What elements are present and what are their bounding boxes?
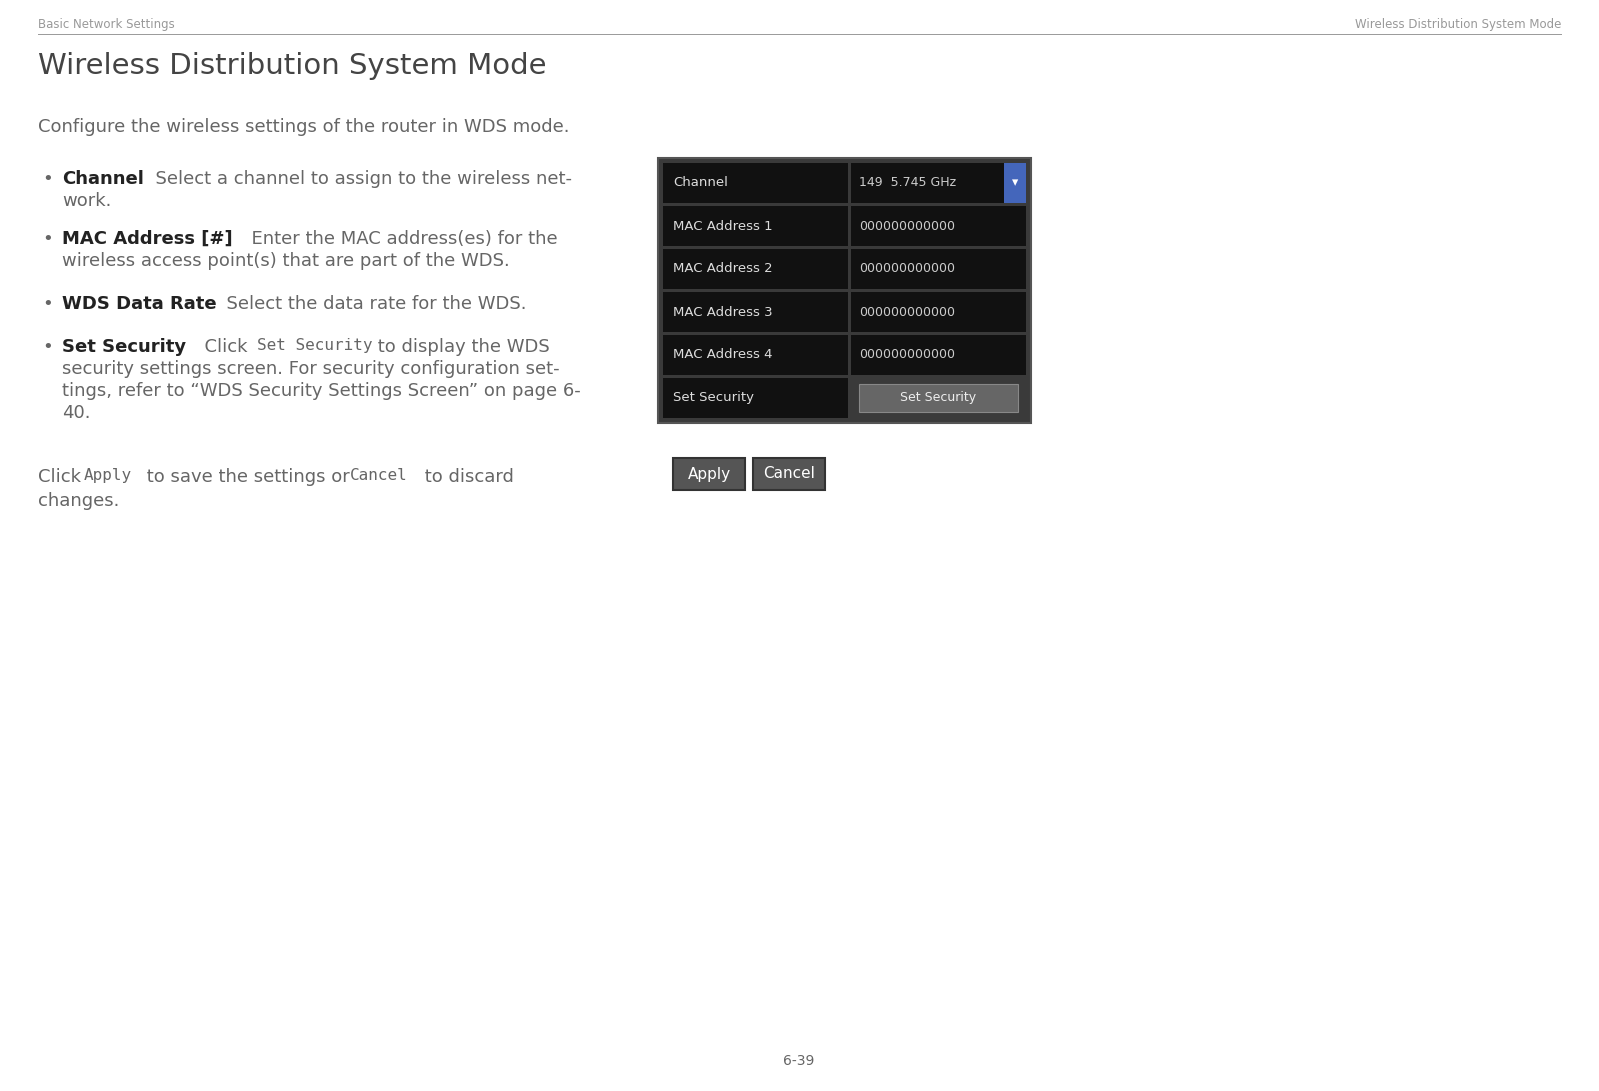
FancyBboxPatch shape [664,335,847,375]
Text: Select the data rate for the WDS.: Select the data rate for the WDS. [214,295,526,313]
Text: Click: Click [38,468,86,485]
Text: Set Security: Set Security [257,338,373,353]
FancyBboxPatch shape [851,206,1027,245]
Text: MAC Address 4: MAC Address 4 [673,348,772,361]
Text: Apply: Apply [688,467,731,481]
Text: Cancel: Cancel [350,468,408,483]
Text: Enter the MAC address(es) for the: Enter the MAC address(es) for the [240,230,558,248]
Text: Wireless Distribution System Mode: Wireless Distribution System Mode [38,52,547,80]
Text: security settings screen. For security configuration set-: security settings screen. For security c… [62,360,560,377]
Text: ▾: ▾ [1012,177,1019,190]
FancyBboxPatch shape [851,377,1027,418]
FancyBboxPatch shape [851,163,1027,203]
Text: Apply: Apply [85,468,133,483]
Text: 149  5.745 GHz: 149 5.745 GHz [859,177,956,190]
Text: •: • [42,170,53,188]
Text: tings, refer to “WDS Security Settings Screen” on page 6-: tings, refer to “WDS Security Settings S… [62,382,580,400]
Text: MAC Address [#]: MAC Address [#] [62,230,232,248]
Text: Set Security: Set Security [62,338,185,356]
Text: 000000000000: 000000000000 [859,348,955,361]
Text: WDS Data Rate: WDS Data Rate [62,295,216,313]
FancyBboxPatch shape [664,249,847,289]
Text: changes.: changes. [38,492,120,509]
Text: 6-39: 6-39 [784,1054,814,1068]
Text: 000000000000: 000000000000 [859,263,955,276]
Text: work.: work. [62,192,112,209]
Text: Channel: Channel [673,177,728,190]
FancyBboxPatch shape [664,292,847,332]
Text: wireless access point(s) that are part of the WDS.: wireless access point(s) that are part o… [62,252,510,269]
FancyBboxPatch shape [753,458,825,490]
Text: Set Security: Set Security [900,392,977,405]
Text: 000000000000: 000000000000 [859,219,955,232]
FancyBboxPatch shape [659,158,1031,423]
Text: Cancel: Cancel [763,467,815,481]
Text: MAC Address 3: MAC Address 3 [673,305,772,319]
Text: Configure the wireless settings of the router in WDS mode.: Configure the wireless settings of the r… [38,118,569,136]
FancyBboxPatch shape [664,206,847,245]
Text: Click: Click [193,338,253,356]
FancyBboxPatch shape [851,335,1027,375]
Text: MAC Address 1: MAC Address 1 [673,219,772,232]
Text: •: • [42,230,53,248]
Text: Basic Network Settings: Basic Network Settings [38,17,174,31]
Text: to display the WDS: to display the WDS [373,338,550,356]
Text: •: • [42,295,53,313]
Text: Set Security: Set Security [673,392,755,405]
Text: Select a channel to assign to the wireless net-: Select a channel to assign to the wirele… [144,170,572,188]
FancyBboxPatch shape [664,163,847,203]
Text: 000000000000: 000000000000 [859,305,955,319]
Text: to discard: to discard [419,468,513,485]
FancyBboxPatch shape [673,458,745,490]
Text: Wireless Distribution System Mode: Wireless Distribution System Mode [1354,17,1561,31]
FancyBboxPatch shape [664,377,847,418]
Text: MAC Address 2: MAC Address 2 [673,263,772,276]
FancyBboxPatch shape [1004,163,1027,203]
Text: Channel: Channel [62,170,144,188]
FancyBboxPatch shape [859,384,1019,412]
Text: •: • [42,338,53,356]
Text: to save the settings or: to save the settings or [141,468,355,485]
FancyBboxPatch shape [851,249,1027,289]
FancyBboxPatch shape [851,292,1027,332]
Text: 40.: 40. [62,404,91,422]
